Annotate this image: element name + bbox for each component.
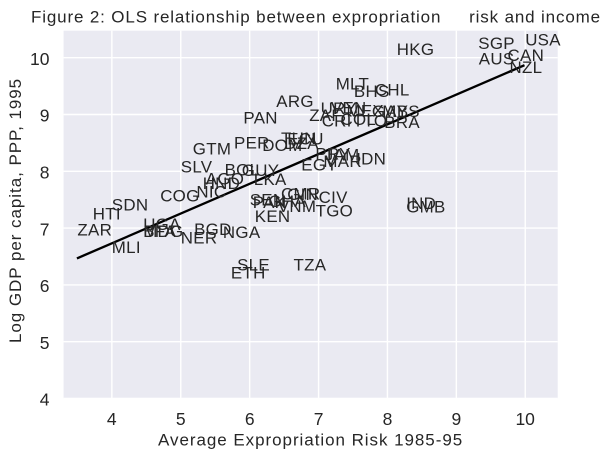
- svg-text:NIC: NIC: [196, 182, 226, 201]
- svg-text:ZAF: ZAF: [309, 106, 342, 125]
- svg-text:GTM: GTM: [193, 140, 231, 159]
- svg-text:MLT: MLT: [336, 75, 369, 94]
- svg-text:BFA: BFA: [143, 222, 176, 241]
- svg-text:EGY: EGY: [301, 156, 338, 175]
- svg-text:PRY: PRY: [315, 144, 350, 163]
- svg-text:9: 9: [452, 409, 462, 429]
- svg-text:HKG: HKG: [397, 40, 435, 59]
- svg-text:7: 7: [40, 219, 50, 239]
- svg-text:TUN: TUN: [281, 129, 317, 148]
- svg-text:MLI: MLI: [112, 238, 141, 257]
- svg-text:MEX: MEX: [347, 102, 385, 121]
- svg-text:GUY: GUY: [242, 161, 280, 180]
- svg-text:URY: URY: [321, 99, 357, 118]
- svg-text:Average Expropriation Risk 198: Average Expropriation Risk 1985-95: [158, 430, 463, 449]
- svg-text:SEN: SEN: [250, 190, 286, 209]
- svg-text:GMB: GMB: [406, 198, 445, 217]
- svg-text:LKA: LKA: [254, 170, 287, 189]
- svg-text:TTO: TTO: [353, 112, 387, 131]
- svg-text:HND: HND: [203, 174, 241, 193]
- svg-text:TZA: TZA: [294, 256, 327, 275]
- svg-text:COL: COL: [341, 110, 377, 129]
- svg-text:VEN: VEN: [331, 98, 367, 117]
- svg-text:VNM: VNM: [278, 197, 316, 216]
- svg-text:UGA: UGA: [143, 215, 181, 234]
- svg-text:Figure 2: OLS relationship bet: Figure 2: OLS relationship between expro…: [31, 8, 601, 27]
- svg-text:DZA: DZA: [284, 134, 319, 153]
- svg-text:HTI: HTI: [93, 205, 121, 224]
- svg-text:8: 8: [40, 163, 50, 183]
- svg-text:4: 4: [40, 390, 50, 410]
- svg-text:IDN: IDN: [356, 150, 386, 169]
- svg-text:AGO: AGO: [206, 169, 244, 188]
- svg-text:GHA: GHA: [268, 192, 306, 211]
- svg-text:5: 5: [176, 409, 186, 429]
- svg-text:NER: NER: [181, 228, 218, 247]
- svg-text:ZAR: ZAR: [77, 221, 112, 240]
- svg-text:JAM: JAM: [325, 146, 360, 165]
- svg-text:CHL: CHL: [375, 80, 410, 99]
- svg-text:CMR: CMR: [281, 185, 320, 204]
- svg-text:10: 10: [515, 409, 535, 429]
- svg-text:BHS: BHS: [354, 82, 390, 101]
- svg-text:USA: USA: [525, 30, 561, 49]
- svg-text:ETH: ETH: [231, 264, 266, 283]
- svg-text:Log GDP per capita, PPP, 1995: Log GDP per capita, PPP, 1995: [6, 78, 25, 343]
- svg-text:IND: IND: [406, 194, 436, 213]
- svg-text:PAK: PAK: [253, 193, 287, 212]
- svg-text:SDN: SDN: [112, 196, 149, 215]
- svg-text:MDG: MDG: [143, 222, 183, 241]
- svg-text:PAN: PAN: [243, 109, 277, 128]
- svg-text:GAB: GAB: [372, 102, 409, 121]
- svg-text:5: 5: [40, 333, 50, 353]
- svg-text:GIN: GIN: [287, 185, 318, 204]
- svg-text:CRI: CRI: [322, 112, 352, 131]
- svg-text:ECU: ECU: [287, 129, 324, 148]
- svg-text:AUS: AUS: [479, 50, 515, 69]
- svg-text:BGD: BGD: [194, 220, 232, 239]
- svg-text:8: 8: [383, 409, 393, 429]
- svg-text:SLV: SLV: [181, 157, 213, 176]
- svg-text:10: 10: [30, 49, 50, 69]
- svg-text:TGO: TGO: [316, 202, 354, 221]
- svg-text:6: 6: [40, 276, 50, 296]
- svg-text:CIV: CIV: [319, 188, 348, 207]
- svg-text:BOL: BOL: [225, 161, 260, 180]
- svg-text:KEN: KEN: [255, 207, 291, 226]
- svg-text:DOM: DOM: [262, 136, 302, 155]
- svg-text:NZL: NZL: [510, 58, 543, 77]
- svg-text:4: 4: [107, 409, 117, 429]
- svg-text:SLE: SLE: [237, 256, 270, 275]
- svg-text:COG: COG: [160, 187, 199, 206]
- svg-text:BRA: BRA: [384, 113, 420, 132]
- svg-text:7: 7: [314, 409, 324, 429]
- svg-text:MYS: MYS: [382, 102, 420, 121]
- svg-text:PER: PER: [234, 134, 270, 153]
- svg-text:ARG: ARG: [276, 92, 314, 111]
- svg-text:9: 9: [40, 106, 50, 126]
- svg-text:MAR: MAR: [323, 152, 361, 171]
- svg-text:CAN: CAN: [508, 46, 545, 65]
- svg-text:NGA: NGA: [223, 223, 261, 242]
- svg-text:6: 6: [245, 409, 255, 429]
- svg-text:SGP: SGP: [478, 34, 515, 53]
